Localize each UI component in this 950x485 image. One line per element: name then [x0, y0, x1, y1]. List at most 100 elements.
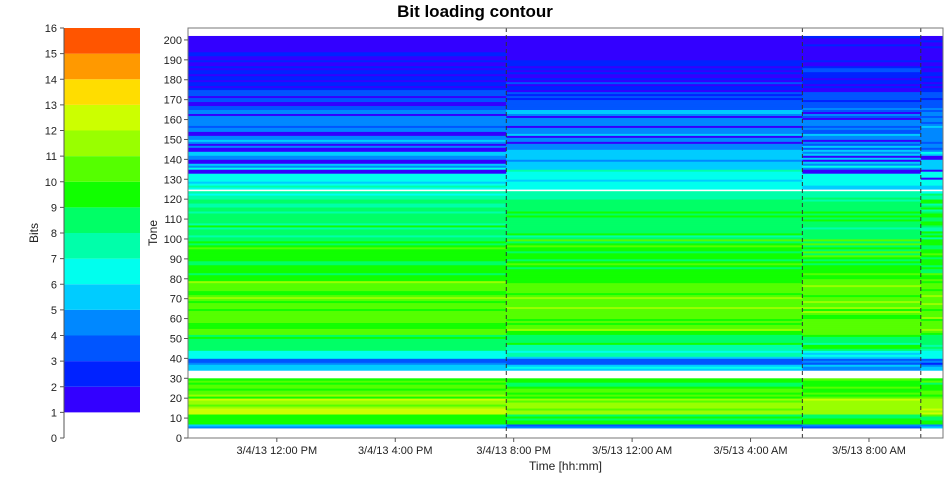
heatmap-cell: [506, 256, 803, 260]
heatmap-cell: [920, 81, 944, 85]
heatmap-cell: [802, 99, 922, 103]
heatmap-cell: [802, 384, 922, 387]
heatmap-cell: [506, 254, 803, 258]
heatmap-cell: [506, 276, 803, 280]
heatmap-cell: [506, 183, 803, 186]
heatmap-cell: [506, 336, 803, 339]
heatmap-cell: [506, 97, 803, 101]
heatmap-cell: [188, 77, 507, 81]
heatmap-cell: [920, 41, 944, 45]
heatmap-cell: [920, 85, 944, 89]
heatmap-cell: [506, 384, 803, 387]
heatmap-cell: [920, 111, 944, 114]
heatmap-cell: [802, 133, 922, 136]
tone-tick-label: 50: [170, 333, 182, 345]
heatmap-cell: [506, 238, 803, 242]
colorbar-swatch: [64, 335, 140, 362]
heatmap-cell: [188, 145, 507, 148]
tone-tick-label: 110: [164, 214, 182, 226]
heatmap-cell: [802, 274, 922, 278]
heatmap-cell: [188, 55, 507, 59]
heatmap-cell: [920, 57, 944, 61]
heatmap-cell: [506, 185, 803, 188]
heatmap-cell: [506, 133, 803, 136]
heatmap-cell: [802, 59, 922, 63]
heatmap-cell: [920, 352, 944, 355]
heatmap-cell: [188, 111, 507, 114]
heatmap-cell: [920, 49, 944, 53]
colorbar-swatch: [64, 233, 140, 259]
heatmap-cell: [920, 302, 944, 306]
heatmap-cell: [506, 67, 803, 71]
heatmap-cell: [802, 266, 922, 270]
heatmap-cell: [188, 221, 507, 224]
heatmap-cell: [188, 193, 507, 196]
heatmap-cell: [802, 167, 922, 170]
heatmap-cell: [920, 282, 944, 286]
heatmap-cell: [506, 51, 803, 55]
heatmap-cell: [802, 408, 922, 411]
heatmap-cell: [920, 139, 944, 142]
heatmap-cell: [506, 219, 803, 222]
heatmap-cell: [802, 254, 922, 258]
heatmap-cell: [188, 45, 507, 49]
heatmap-cell: [506, 209, 803, 212]
heatmap-cell: [188, 125, 507, 128]
heatmap-cell: [188, 352, 507, 355]
heatmap-cell: [802, 356, 922, 359]
tone-tick-label: 150: [164, 134, 182, 146]
heatmap-cell: [920, 270, 944, 274]
heatmap-cell: [802, 306, 922, 310]
heatmap-cell: [920, 133, 944, 136]
heatmap-cell: [188, 268, 507, 272]
heatmap-cell: [506, 103, 803, 107]
heatmap-cell: [188, 290, 507, 294]
heatmap-cell: [802, 203, 922, 206]
colorbar-swatch: [64, 181, 140, 208]
heatmap-cell: [802, 125, 922, 128]
heatmap-cell: [802, 41, 922, 45]
heatmap-cell: [188, 103, 507, 107]
heatmap-cell: [920, 155, 944, 158]
heatmap-cell: [802, 39, 922, 43]
heatmap-cell: [802, 290, 922, 294]
heatmap-cell: [920, 135, 944, 138]
heatmap-cell: [506, 201, 803, 204]
heatmap-cell: [188, 334, 507, 337]
heatmap-cell: [506, 179, 803, 182]
heatmap-cell: [920, 362, 944, 365]
heatmap-cell: [506, 260, 803, 264]
heatmap-cell: [188, 388, 507, 391]
heatmap-cell: [920, 121, 944, 124]
heatmap-cell: [920, 424, 944, 427]
heatmap-cell: [188, 209, 507, 212]
heatmap-cell: [506, 248, 803, 252]
heatmap-cell: [506, 153, 803, 156]
heatmap-cell: [506, 161, 803, 164]
heatmap-cell: [506, 320, 803, 323]
heatmap-cell: [920, 109, 944, 112]
heatmap-cell: [188, 418, 507, 421]
heatmap-cell: [802, 362, 922, 365]
heatmap-cell: [920, 264, 944, 268]
colorbar-tick-label: 14: [45, 74, 57, 86]
heatmap-cell: [802, 424, 922, 427]
heatmap-cell: [920, 380, 944, 383]
heatmap-cell: [920, 203, 944, 206]
heatmap-cell: [188, 266, 507, 270]
heatmap-cell: [188, 328, 507, 331]
heatmap-cell: [920, 215, 944, 218]
heatmap-cell: [802, 394, 922, 397]
heatmap-cell: [506, 234, 803, 238]
heatmap-cell: [188, 260, 507, 264]
heatmap-cell: [802, 57, 922, 61]
heatmap-cell: [920, 153, 944, 156]
heatmap-cell: [802, 37, 922, 41]
heatmap-cell: [188, 392, 507, 395]
heatmap-cell: [188, 312, 507, 316]
heatmap-cell: [506, 252, 803, 256]
heatmap-cell: [802, 320, 922, 323]
heatmap-cell: [920, 207, 944, 210]
heatmap-cell: [188, 225, 507, 228]
heatmap-cell: [802, 382, 922, 385]
